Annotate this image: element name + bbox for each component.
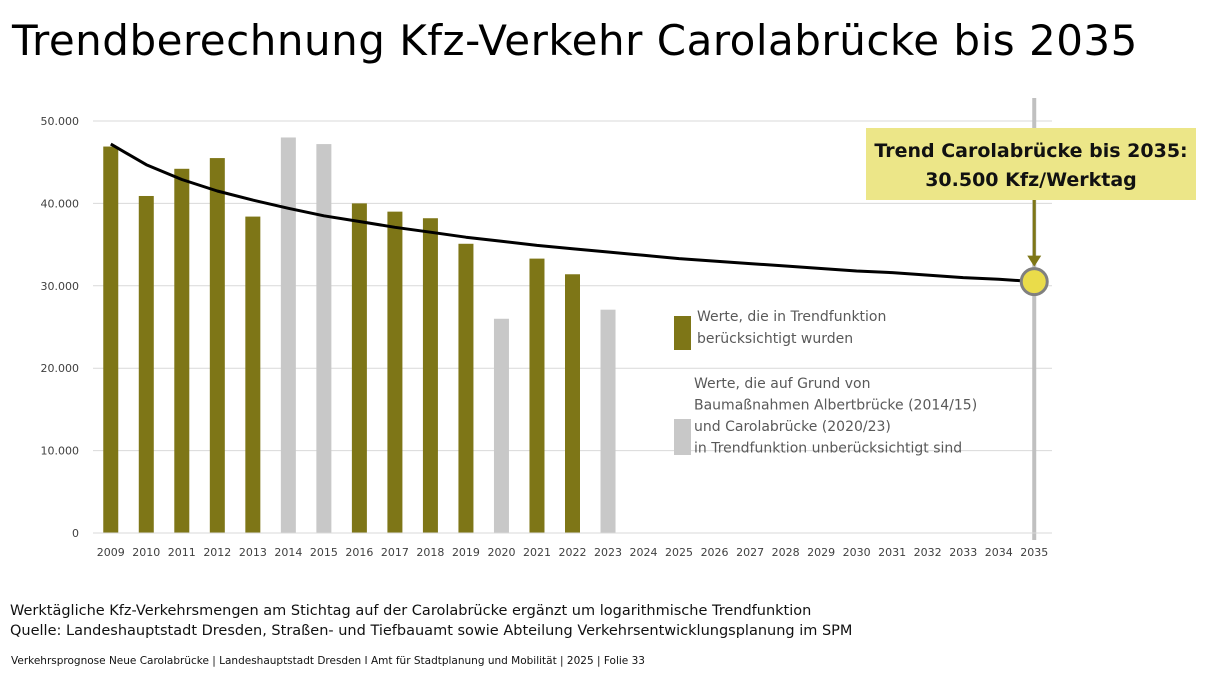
x-tick-label: 2017 [381,546,409,559]
y-axis: 0 10.000 20.000 30.000 40.000 50.000 [41,115,80,540]
y-tick-label: 10.000 [41,445,80,458]
trend-endpoint-marker [1019,267,1049,297]
page-title: Trendberechnung Kfz-Verkehr Carolabrücke… [12,16,1138,65]
note-source: Quelle: Landeshauptstadt Dresden, Straße… [10,623,853,639]
y-tick-label: 0 [72,527,79,540]
x-tick-label: 2033 [949,546,977,559]
bar-2016 [351,203,367,533]
slide-footer: Verkehrsprognose Neue Carolabrücke | Lan… [11,655,645,667]
x-tick-label: 2011 [168,546,196,559]
trend-callout: Trend Carolabrücke bis 2035: 30.500 Kfz/W… [866,128,1196,267]
x-tick-label: 2029 [807,546,835,559]
bar-2023 [600,309,616,533]
x-tick-label: 2030 [843,546,871,559]
chart: 0 10.000 20.000 30.000 40.000 50.000 2009 2010… [41,98,1196,559]
x-tick-label: 2035 [1020,546,1048,559]
note-description: Werktägliche Kfz-Verkehrsmengen am Stich… [10,603,812,619]
x-tick-label: 2032 [914,546,942,559]
x-tick-label: 2022 [559,546,587,559]
y-tick-label: 20.000 [41,362,80,375]
x-tick-label: 2020 [487,546,515,559]
y-tick-label: 50.000 [41,115,80,128]
legend-swatch-included [674,316,691,350]
x-tick-label: 2026 [701,546,729,559]
bar-2015 [316,144,332,533]
legend-label-excluded: Werte, die auf Grund von [694,376,870,392]
legend-label-excluded: Baumaßnahmen Albertbrücke (2014/15) [694,398,977,414]
callout-text: 30.500 Kfz/Werktag [925,169,1137,191]
x-tick-label: 2010 [132,546,160,559]
x-tick-label: 2028 [772,546,800,559]
x-tick-label: 2023 [594,546,622,559]
x-tick-label: 2024 [630,546,658,559]
x-tick-label: 2015 [310,546,338,559]
x-tick-label: 2009 [97,546,125,559]
y-tick-label: 30.000 [41,280,80,293]
legend-label-included: berücksichtigt wurden [697,331,853,347]
bars [103,137,616,534]
bar-2009 [103,146,119,533]
bar-2010 [138,195,154,533]
x-axis: 2009 2010 2011 2012 2013 2014 2015 2016 2017 2018… [93,532,1052,559]
chart-notes: Werktägliche Kfz-Verkehrsmengen am Stich… [10,601,852,641]
bar-2020 [493,318,509,533]
x-tick-label: 2027 [736,546,764,559]
bar-2013 [245,216,261,534]
x-tick-label: 2021 [523,546,551,559]
legend-label-included: Werte, die in Trendfunktion [697,309,886,325]
bar-2021 [529,258,545,533]
callout-arrow-head [1027,255,1042,267]
bar-2022 [565,274,580,533]
x-tick-label: 2014 [274,546,302,559]
trend-line [110,142,1035,284]
x-tick-label: 2025 [665,546,693,559]
x-tick-label: 2018 [416,546,444,559]
callout-box [866,128,1196,200]
x-tick-label: 2034 [985,546,1013,559]
callout-text: Trend Carolabrücke bis 2035: [874,140,1187,162]
bar-2011 [174,168,190,534]
legend-label-excluded: und Carolabrücke (2020/23) [694,419,891,435]
x-tick-label: 2019 [452,546,480,559]
x-tick-label: 2031 [878,546,906,559]
x-tick-label: 2013 [239,546,267,559]
y-tick-label: 40.000 [41,197,80,210]
bar-2019 [458,243,474,533]
legend: Werte, die in Trendfunktion berücksichtig… [674,309,977,457]
x-tick-label: 2012 [203,546,231,559]
trend-series [110,142,1049,297]
bar-2018 [422,218,438,533]
x-tick-label: 2016 [345,546,373,559]
legend-label-excluded: in Trendfunktion unberücksichtigt sind [694,441,962,457]
bar-2012 [209,158,225,533]
legend-swatch-excluded [674,419,691,455]
bar-2014 [280,137,296,534]
bar-2017 [387,211,403,533]
